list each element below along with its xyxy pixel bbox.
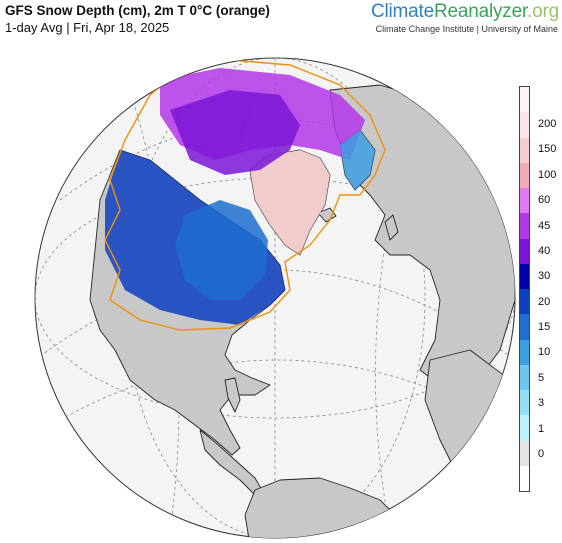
- legend-tick-label: 60: [538, 194, 551, 207]
- legend-swatch: [520, 440, 529, 466]
- iceland: [317, 207, 337, 223]
- british-isles: [384, 214, 399, 241]
- map-title: GFS Snow Depth (cm), 2m T 0°C (orange): [5, 3, 270, 18]
- legend-swatch: [520, 289, 529, 315]
- legend-swatch: [520, 87, 529, 113]
- legend-swatch: [520, 314, 529, 340]
- snow-central-arctic: [170, 90, 300, 175]
- legend-swatch: [520, 415, 529, 441]
- legend-tick-label: 20: [538, 295, 551, 308]
- legend-tick-label: 15: [538, 321, 551, 334]
- legend-swatch: [520, 390, 529, 416]
- legend-tick-label: 0: [538, 447, 545, 460]
- legend-swatch: [520, 162, 529, 188]
- color-legend-labels: 0 1 3 5 10 15 20 30 40 45 60 100 150 200: [536, 86, 562, 492]
- legend-tick-label: 3: [538, 397, 545, 410]
- legend-tick-label: 40: [538, 244, 551, 257]
- legend-tick-label: 5: [538, 371, 545, 384]
- brand-org: .org: [527, 1, 559, 22]
- legend-swatch: [520, 465, 529, 491]
- legend-tick-label: 10: [538, 346, 551, 359]
- legend-tick-label: 30: [538, 270, 551, 283]
- legend-swatch: [520, 213, 529, 239]
- legend-swatch: [520, 238, 529, 264]
- brand-climate: Climate: [370, 1, 434, 22]
- map-subtitle: 1-day Avg | Fri, Apr 18, 2025: [5, 20, 170, 35]
- florida: [224, 377, 241, 413]
- brand-logo[interactable]: ClimateReanalyzer.org: [371, 1, 559, 23]
- legend-swatch: [520, 112, 529, 138]
- legend-tick-label: 200: [538, 118, 557, 131]
- snow-hudson: [175, 200, 268, 300]
- freezing-line: [104, 59, 386, 331]
- brand-subtitle: Climate Change Institute | University of…: [375, 24, 558, 34]
- brand-reanalyzer: Reanalyzer: [433, 1, 528, 22]
- legend-tick-label: 150: [538, 143, 557, 156]
- legend-swatch: [520, 137, 529, 163]
- legend-swatch: [520, 263, 529, 289]
- legend-tick-label: 45: [538, 219, 551, 232]
- snow-greenland: [250, 150, 330, 255]
- legend-swatch: [520, 364, 529, 390]
- snow-cover: [105, 68, 375, 325]
- snow-scandinavia: [340, 130, 375, 190]
- legend-swatch: [520, 339, 529, 365]
- legend-tick-label: 1: [538, 422, 545, 435]
- legend-swatch: [520, 188, 529, 214]
- color-legend-bar: [519, 86, 530, 492]
- legend-tick-label: 100: [538, 168, 557, 181]
